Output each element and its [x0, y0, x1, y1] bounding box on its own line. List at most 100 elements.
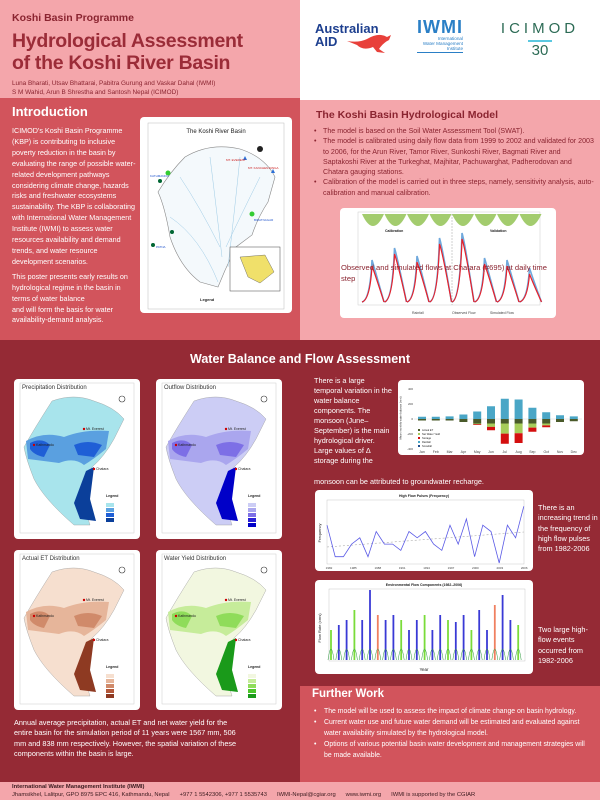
rainfall-bar: [431, 416, 440, 419]
balance-text-2: monsoon can be attributed to groundwater…: [314, 477, 484, 486]
footer-org: International Water Management Institute…: [12, 784, 145, 790]
environmental-flow-chart: Environmental Flow Components (1982–2006…: [315, 580, 533, 674]
base-flow: [327, 648, 335, 661]
australian-aid-logo: Australian AID: [315, 22, 391, 53]
base-flow: [452, 648, 460, 661]
model-bullet: The model is calibrated using daily flow…: [314, 136, 594, 177]
base-flow: [413, 648, 421, 661]
further-bullets: The model will be used to assess the imp…: [314, 706, 594, 761]
rainfall-bar: [500, 398, 509, 419]
storage-bar: [500, 433, 509, 444]
simulated-flow-series: [519, 273, 543, 303]
x-tick: 2000: [472, 566, 479, 570]
month-tick: Dec: [571, 450, 577, 454]
legend-swatch: [248, 503, 256, 507]
model-bullet: Calibration of the model is carried out …: [314, 177, 594, 198]
iwmi-sub3: Institute: [446, 46, 463, 51]
monthly-chart-graphic: Mean monthly water balance (mm) Jan Feb Ma…: [399, 387, 582, 454]
actual-et-bar: [542, 419, 551, 424]
compass-icon: [260, 395, 268, 403]
simulated-flow-series: [429, 243, 453, 303]
basin-region: [74, 467, 96, 521]
trend-line: [326, 531, 525, 548]
simulated-flow-series: [451, 238, 475, 303]
footer-phone: +977 1 5542306, +977 1 5535743: [179, 791, 267, 798]
rainfall-series: [407, 214, 429, 226]
footer-support: IWMI is supported by the CGIAR: [391, 791, 476, 798]
base-flow: [397, 648, 405, 661]
place-marker: [234, 638, 238, 642]
wave-icon: [528, 40, 552, 42]
poster-title: Hydrological Assessment of the Koshi Riv…: [12, 30, 243, 74]
basin-region: [30, 611, 102, 628]
model-heading: The Koshi Basin Hydrological Model: [316, 109, 499, 121]
base-flow: [483, 648, 491, 661]
hydrograph-chart: Calibration Validation Rainfall Observed…: [340, 208, 556, 318]
legend-label: Storage: [422, 436, 432, 440]
actual-et-bar: [473, 419, 482, 424]
icimod-text: ICIMOD: [500, 20, 580, 37]
label-patna: PATNA: [156, 245, 166, 249]
legend-swatch: [248, 679, 256, 683]
legend-label: Rainfall: [422, 440, 431, 444]
compass-icon: [257, 146, 263, 152]
further-work-section: Further Work The model will be used to a…: [300, 686, 600, 782]
month-tick: Jul: [503, 450, 508, 454]
place-marker: [32, 614, 36, 618]
month-tick: Feb: [433, 450, 439, 454]
iwmi-subtitle: International Water Management Institute: [417, 36, 463, 53]
actual-et-bar: [528, 419, 537, 424]
footer-address: Jhamsikhel, Lalitpur, GPO 8975 EPC 416, …: [12, 791, 170, 798]
further-bullet: Current water use and future water deman…: [314, 717, 594, 739]
label-kanchenjunga: MT. KANCHENJUNGA: [248, 166, 279, 170]
map-title: Actual ET Distribution: [22, 556, 80, 562]
place-label-kathmandu: Kathmandu: [36, 614, 54, 618]
validation-label: Validation: [490, 229, 507, 233]
map-graphic: Kathmandu Mt. Everest Chatara Legend: [19, 553, 135, 705]
compass-icon: [118, 395, 126, 403]
further-bullet: Options of various potential basin water…: [314, 739, 594, 761]
month-tick: Aug: [515, 450, 521, 454]
place-marker: [174, 614, 178, 618]
intro-paragraph-1: ICIMOD's Koshi Basin Programme (KBP) is …: [12, 126, 136, 266]
legend-swatch: [106, 513, 114, 517]
envflow-text: Two large high-flow events occurred from…: [538, 625, 588, 665]
basin-map-graphic: MT. EVEREST MT. KANCHENJUNGA KATHMANDU B…: [147, 122, 285, 310]
y-tick: 400: [408, 387, 413, 391]
base-flow: [429, 648, 436, 661]
place-label-chatara: Chatara: [238, 467, 251, 471]
logo-bar: Australian AID IWMI International Water …: [300, 0, 600, 100]
iwmi-text: IWMI: [417, 17, 463, 37]
basin-region: [26, 601, 109, 636]
net-water-yield-bar: [487, 423, 495, 427]
legend-swatch: [106, 674, 114, 678]
base-flow: [499, 648, 506, 661]
footer: International Water Management Institute…: [0, 782, 600, 800]
label-everest: MT. EVEREST: [226, 158, 246, 162]
simulated-flow-series: [406, 261, 430, 303]
base-flow: [390, 648, 397, 661]
base-flow: [358, 648, 366, 661]
legend-swatch: [248, 674, 256, 678]
place-label-chatara: Chatara: [238, 638, 251, 642]
y-tick: 200: [408, 402, 413, 406]
footer-website[interactable]: www.iwmi.org: [345, 791, 382, 798]
map-legend: Legend: [248, 494, 260, 498]
legend-label: Actual ET: [422, 428, 434, 432]
legend-swatch: [248, 684, 256, 688]
x-tick: 2006: [521, 566, 528, 570]
base-flow: [405, 648, 413, 661]
x-tick: 2003: [496, 566, 503, 570]
distribution-map: Actual ET Distribution Kathmandu Mt. Evere…: [14, 550, 140, 710]
month-tick: Jun: [488, 450, 494, 454]
programme-name: Koshi Basin Programme: [12, 12, 134, 24]
rainfall-series: [474, 214, 497, 226]
legend-swatch: [418, 433, 420, 435]
envflow-title: Environmental Flow Components (1982–2006…: [386, 583, 462, 587]
place-marker: [234, 467, 238, 471]
place-label-everest: Mt. Everest: [228, 598, 246, 602]
base-flow: [436, 648, 444, 661]
title-line-1: Hydrological Assessment: [12, 30, 243, 52]
month-tick: Mar: [447, 450, 454, 454]
footer-email[interactable]: IWMI-Nepal@cgiar.org: [276, 791, 336, 798]
